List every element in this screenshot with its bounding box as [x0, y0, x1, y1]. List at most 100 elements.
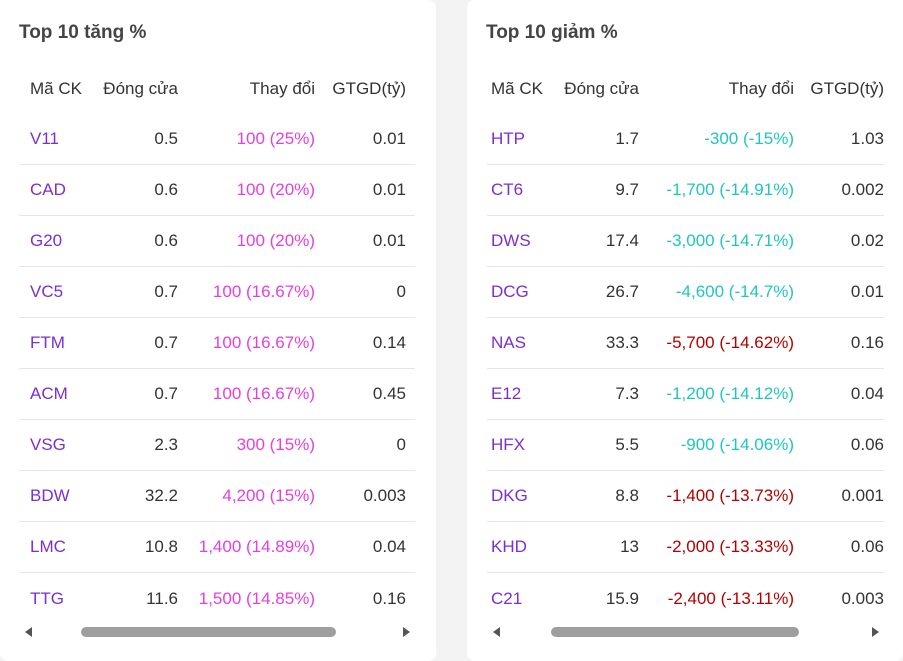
- trade-value: 0.06: [850, 435, 884, 454]
- table-row[interactable]: VC5 0.7 100 (16.67%) 0: [19, 267, 415, 318]
- stock-code-link[interactable]: V11: [30, 129, 59, 148]
- gainers-body: V11 0.5 100 (25%) 0.01 CAD 0.6 100 (20%) 0.01 G2…: [19, 114, 415, 624]
- table-row[interactable]: C21 15.9 -2,400 (-13.11%) 0.003: [487, 573, 884, 624]
- close-price: 11.6: [146, 588, 178, 608]
- table-row[interactable]: CAD 0.6 100 (20%) 0.01: [19, 165, 415, 216]
- trade-value: 0.45: [372, 384, 406, 403]
- scrollbar-thumb[interactable]: [81, 627, 336, 637]
- header-change[interactable]: Thay đổi: [249, 79, 315, 98]
- table-row[interactable]: VSG 2.3 300 (15%) 0: [19, 420, 415, 471]
- price-change: 100 (16.67%): [212, 333, 315, 352]
- trade-value: 0: [396, 282, 406, 301]
- price-change: -3,000 (-14.71%): [666, 231, 794, 250]
- price-change: -1,700 (-14.91%): [666, 180, 794, 199]
- table-row[interactable]: DKG 8.8 -1,400 (-13.73%) 0.001: [487, 471, 884, 522]
- stock-code-link[interactable]: VC5: [30, 282, 64, 301]
- close-price: 9.7: [615, 180, 639, 199]
- top-gainers-card: Top 10 tăng % Mã CK Đóng cửa Thay đổi GT…: [0, 0, 436, 661]
- price-change: 1,400 (14.89%): [198, 537, 315, 556]
- trade-value: 0.003: [363, 486, 406, 505]
- trade-value: 0.01: [372, 231, 406, 250]
- scroll-left-icon[interactable]: [25, 627, 32, 637]
- price-change: -2,000 (-13.33%): [666, 537, 794, 556]
- scroll-right-icon[interactable]: [872, 627, 879, 637]
- header-code[interactable]: Mã CK: [491, 79, 543, 98]
- close-price: 5.5: [615, 435, 639, 454]
- table-row[interactable]: LMC 10.8 1,400 (14.89%) 0.04: [19, 522, 415, 573]
- close-price: 10.8: [144, 537, 178, 556]
- scroll-right-icon[interactable]: [403, 627, 410, 637]
- trade-value: 0.01: [850, 282, 884, 301]
- header-close[interactable]: Đóng cửa: [103, 79, 178, 98]
- table-row[interactable]: DWS 17.4 -3,000 (-14.71%) 0.02: [487, 216, 884, 267]
- stock-code-link[interactable]: ACM: [30, 384, 68, 403]
- stock-code-link[interactable]: LMC: [30, 537, 66, 556]
- stock-code-link[interactable]: DKG: [491, 486, 528, 505]
- close-price: 15.9: [605, 588, 639, 608]
- stock-code-link[interactable]: CT6: [491, 180, 524, 199]
- header-change[interactable]: Thay đổi: [728, 79, 794, 98]
- price-change: -5,700 (-14.62%): [666, 333, 794, 352]
- close-price: 2.3: [154, 435, 178, 454]
- header-close[interactable]: Đóng cửa: [564, 79, 639, 98]
- close-price: 0.7: [154, 333, 178, 352]
- table-row[interactable]: E12 7.3 -1,200 (-14.12%) 0.04: [487, 369, 884, 420]
- stock-code-link[interactable]: CAD: [30, 180, 66, 199]
- stock-code-link[interactable]: VSG: [30, 435, 66, 454]
- table-row[interactable]: KHD 13 -2,000 (-13.33%) 0.06: [487, 522, 884, 573]
- stock-code-link[interactable]: HTP: [491, 129, 525, 148]
- header-value[interactable]: GTGD(tỷ): [810, 79, 884, 98]
- table-row[interactable]: CT6 9.7 -1,700 (-14.91%) 0.002: [487, 165, 884, 216]
- stock-code-link[interactable]: G20: [30, 231, 63, 250]
- trade-value: 0.01: [372, 129, 406, 148]
- table-row[interactable]: DCG 26.7 -4,600 (-14.7%) 0.01: [487, 267, 884, 318]
- trade-value: 0.02: [850, 231, 884, 250]
- price-change: 100 (16.67%): [212, 384, 315, 403]
- stock-code-link[interactable]: BDW: [30, 486, 70, 505]
- table-row[interactable]: BDW 32.2 4,200 (15%) 0.003: [19, 471, 415, 522]
- close-price: 13: [620, 537, 639, 556]
- gainers-table: Mã CK Đóng cửa Thay đổi GTGD(tỷ) V11 0.5 1…: [19, 64, 415, 624]
- close-price: 33.3: [605, 333, 639, 352]
- header-value[interactable]: GTGD(tỷ): [332, 79, 406, 98]
- table-row[interactable]: FTM 0.7 100 (16.67%) 0.14: [19, 318, 415, 369]
- table-row[interactable]: HTP 1.7 -300 (-15%) 1.03: [487, 114, 884, 165]
- stock-code-link[interactable]: FTM: [30, 333, 65, 352]
- close-price: 0.7: [154, 282, 178, 301]
- scrollbar-thumb[interactable]: [551, 627, 799, 637]
- stock-code-link[interactable]: HFX: [491, 435, 525, 454]
- close-price: 8.8: [615, 486, 639, 505]
- close-price: 0.6: [154, 231, 178, 250]
- gainers-header-row: Mã CK Đóng cửa Thay đổi GTGD(tỷ): [19, 64, 415, 114]
- stock-code-link[interactable]: C21: [491, 588, 523, 608]
- table-row[interactable]: G20 0.6 100 (20%) 0.01: [19, 216, 415, 267]
- trade-value: 0.002: [841, 180, 884, 199]
- scroll-left-icon[interactable]: [493, 627, 500, 637]
- table-row[interactable]: TTG 11.6 1,500 (14.85%) 0.16: [19, 573, 415, 624]
- trade-value: 0.16: [372, 588, 406, 608]
- trade-value: 0.001: [841, 486, 884, 505]
- gainers-horizontal-scrollbar[interactable]: [19, 623, 415, 641]
- price-change: -1,400 (-13.73%): [666, 486, 794, 505]
- stock-code-link[interactable]: NAS: [491, 333, 526, 352]
- table-row[interactable]: V11 0.5 100 (25%) 0.01: [19, 114, 415, 165]
- stock-code-link[interactable]: TTG: [30, 588, 64, 608]
- table-row[interactable]: ACM 0.7 100 (16.67%) 0.45: [19, 369, 415, 420]
- close-price: 0.7: [154, 384, 178, 403]
- table-row[interactable]: HFX 5.5 -900 (-14.06%) 0.06: [487, 420, 884, 471]
- stock-code-link[interactable]: KHD: [491, 537, 527, 556]
- stock-code-link[interactable]: DWS: [491, 231, 531, 250]
- stock-code-link[interactable]: DCG: [491, 282, 529, 301]
- table-row[interactable]: NAS 33.3 -5,700 (-14.62%) 0.16: [487, 318, 884, 369]
- price-change: 4,200 (15%): [222, 486, 315, 505]
- price-change: 100 (20%): [236, 180, 315, 199]
- close-price: 0.5: [154, 129, 178, 148]
- stock-code-link[interactable]: E12: [491, 384, 522, 403]
- trade-value: 0.06: [850, 537, 884, 556]
- trade-value: 0.04: [850, 384, 884, 403]
- trade-value: 0.003: [841, 588, 884, 608]
- price-change: -2,400 (-13.11%): [667, 588, 794, 608]
- price-change: 100 (25%): [236, 129, 315, 148]
- header-code[interactable]: Mã CK: [30, 79, 82, 98]
- losers-horizontal-scrollbar[interactable]: [487, 623, 884, 641]
